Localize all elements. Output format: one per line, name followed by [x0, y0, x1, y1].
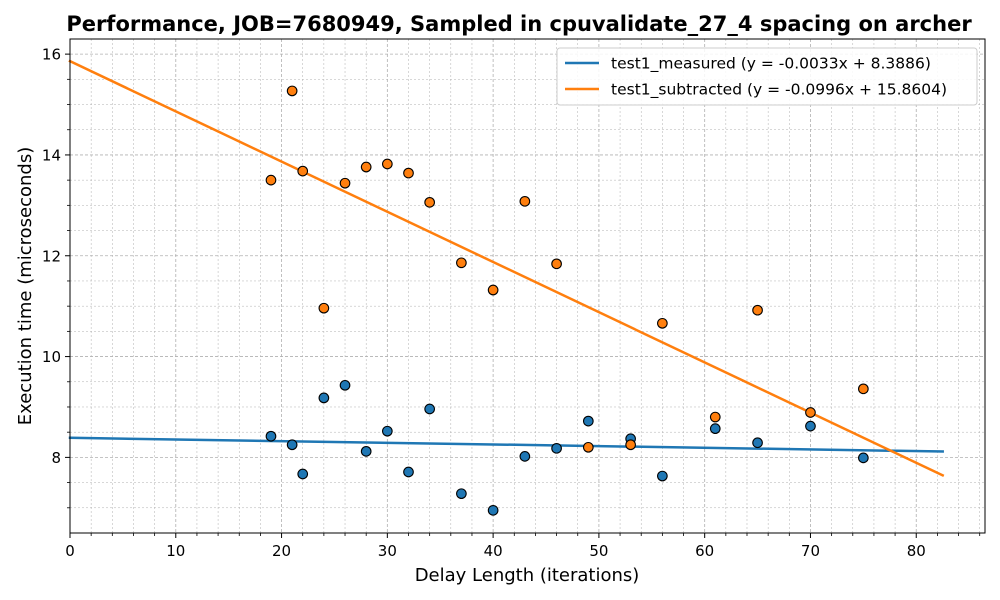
- test1_subtracted-point: [456, 257, 467, 269]
- test1_measured-point: [752, 437, 763, 449]
- test1_measured-point: [318, 392, 330, 404]
- test1_subtracted-point: [709, 411, 721, 423]
- test1_measured-point: [805, 420, 816, 432]
- test1_subtracted-point: [318, 302, 330, 314]
- y-tick-label: 14: [42, 146, 61, 164]
- test1_measured-point: [456, 488, 467, 500]
- test1_measured-point: [551, 442, 562, 454]
- test1_measured-point: [339, 379, 351, 391]
- x-axis-ticks: 0 10 20 30 40 50 60 70 80: [65, 533, 981, 560]
- test1_subtracted-point: [381, 158, 393, 170]
- test1_measured-fit-line: [68, 436, 944, 453]
- test1_measured-point: [265, 430, 277, 442]
- test1_measured-point: [582, 415, 594, 427]
- test1_subtracted-point: [551, 258, 562, 270]
- y-tick-label: 16: [42, 46, 61, 64]
- test1_subtracted-point: [657, 317, 668, 329]
- test1_measured-point: [381, 425, 393, 437]
- test1_subtracted-point: [286, 85, 298, 97]
- test1_subtracted-point: [297, 165, 309, 177]
- x-tick-label: 50: [589, 542, 608, 560]
- test1_subtracted-point: [519, 195, 531, 207]
- test1_measured-point: [657, 470, 668, 482]
- test1_subtracted-point: [403, 167, 414, 179]
- test1_subtracted-point: [424, 196, 436, 208]
- y-tick-label: 8: [51, 449, 61, 467]
- x-tick-label: 10: [166, 542, 185, 560]
- chart-title: Performance, JOB=7680949, Sampled in cpu…: [66, 12, 972, 36]
- legend: test1_measured (y = -0.0033x + 8.3886) te…: [556, 47, 978, 106]
- test1_subtracted-point: [752, 304, 763, 316]
- fit-lines: [68, 59, 945, 478]
- x-axis-label: Delay Length (iterations): [415, 565, 640, 586]
- x-tick-label: 60: [695, 542, 714, 560]
- test1_measured-legend-label: test1_measured (y = -0.0033x + 8.3886): [611, 55, 931, 74]
- test1_measured-point: [403, 466, 414, 478]
- test1_subtracted-point: [360, 161, 372, 173]
- test1_subtracted-point: [805, 407, 816, 418]
- x-tick-label: 40: [484, 542, 503, 560]
- test1_measured-point: [360, 445, 372, 457]
- test1_subtracted-legend-label: test1_subtracted (y = -0.0996x + 15.8604…: [611, 81, 947, 100]
- test1_subtracted-point: [582, 441, 594, 453]
- x-tick-label: 80: [907, 542, 926, 560]
- plot-frame: [69, 38, 986, 534]
- test1_measured-point: [297, 468, 309, 480]
- y-tick-label: 10: [42, 348, 61, 366]
- x-tick-label: 0: [65, 542, 75, 560]
- y-tick-label: 12: [42, 247, 61, 265]
- x-tick-label: 20: [272, 542, 291, 560]
- test1_subtracted-point: [487, 284, 499, 296]
- data-points: [265, 85, 869, 516]
- grid-minor: [70, 39, 985, 533]
- y-axis-label: Execution time (microseconds): [15, 147, 36, 426]
- test1_subtracted-point: [265, 174, 277, 186]
- test1_measured-point: [487, 504, 499, 516]
- test1_measured-point: [424, 403, 436, 415]
- test1_subtracted-fit-line: [68, 59, 945, 478]
- test1_measured-point: [858, 452, 869, 464]
- test1_subtracted-point: [339, 177, 351, 189]
- test1_measured-point: [519, 451, 531, 462]
- legend-box: [556, 47, 978, 106]
- x-tick-label: 30: [378, 542, 397, 560]
- y-axis-ticks: 8 10 12 14 16: [42, 46, 70, 509]
- test1_measured-point: [286, 439, 298, 451]
- test1_subtracted-point: [625, 439, 636, 451]
- test1_measured-point: [709, 423, 721, 435]
- x-tick-label: 70: [801, 542, 820, 560]
- grid-major: [70, 39, 985, 533]
- test1_subtracted-point: [858, 383, 869, 395]
